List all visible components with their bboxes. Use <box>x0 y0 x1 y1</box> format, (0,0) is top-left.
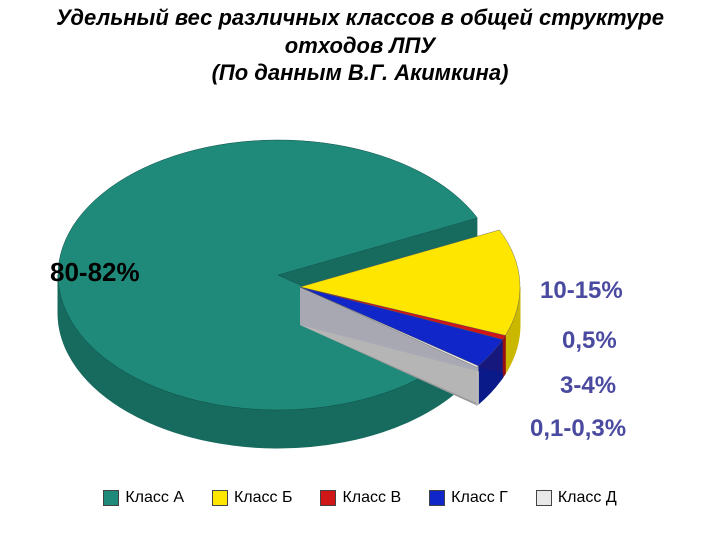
value-label-classD: 0,1-0,3% <box>530 415 626 443</box>
legend-item-3: Класс Г <box>429 489 508 507</box>
title-line-2: отходов ЛПУ <box>285 33 435 58</box>
legend-swatch-icon <box>212 490 228 506</box>
title-line-3: (По данным В.Г. Акимкина) <box>212 60 509 85</box>
title-line-1: Удельный вес различных классов в общей с… <box>56 5 664 30</box>
pie-chart-area: 80-82% 10-15% 0,5% 3-4% 0,1-0,3% <box>0 87 720 487</box>
value-label-classB: 10-15% <box>540 277 623 305</box>
value-label-classG: 3-4% <box>560 372 616 400</box>
legend-swatch-icon <box>103 490 119 506</box>
legend-swatch-icon <box>320 490 336 506</box>
legend-label: Класс Г <box>451 489 508 507</box>
legend-item-4: Класс Д <box>536 489 617 507</box>
chart-legend: Класс А Класс Б Класс В Класс Г Класс Д <box>0 489 720 507</box>
legend-item-0: Класс А <box>103 489 184 507</box>
value-label-classA: 80-82% <box>50 257 140 288</box>
legend-label: Класс Б <box>234 489 293 507</box>
legend-swatch-icon <box>536 490 552 506</box>
legend-item-1: Класс Б <box>212 489 293 507</box>
legend-swatch-icon <box>429 490 445 506</box>
legend-label: Класс Д <box>558 489 617 507</box>
chart-title: Удельный вес различных классов в общей с… <box>20 4 700 87</box>
legend-item-2: Класс В <box>320 489 401 507</box>
value-label-classV: 0,5% <box>562 327 617 355</box>
legend-label: Класс А <box>125 489 184 507</box>
legend-label: Класс В <box>342 489 401 507</box>
